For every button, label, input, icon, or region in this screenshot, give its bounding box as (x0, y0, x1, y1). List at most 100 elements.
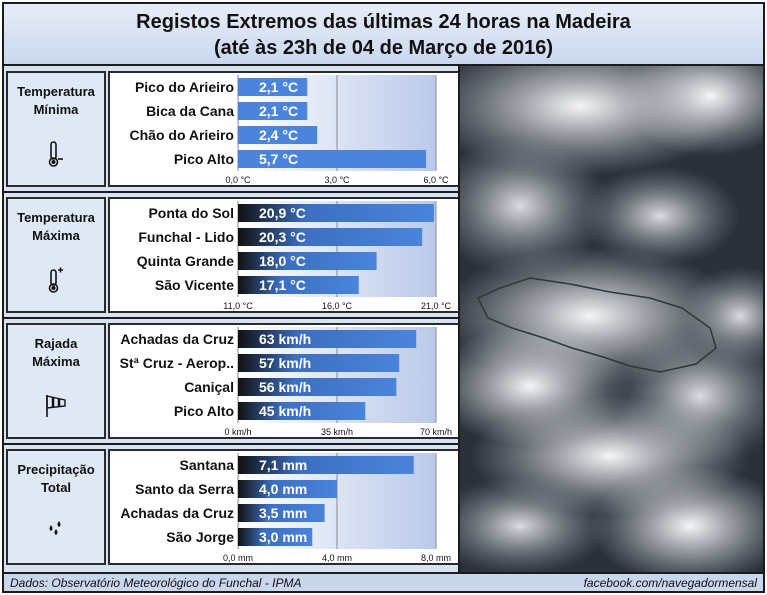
bar-value-label: 3,0 mm (259, 529, 307, 545)
panel-label-box: Temperatura Máxima (6, 197, 106, 313)
panel-label: Temperatura Mínima (8, 83, 104, 119)
bar-value-label: 3,5 mm (259, 505, 307, 521)
bar-value-label: 2,4 °C (259, 127, 298, 143)
facebook-link[interactable]: facebook.com/navegadormensal (583, 576, 757, 590)
panel-label-line-2: Máxima (32, 228, 80, 243)
panel-1: Temperatura Mínima 0,0 °C 3,0 °C 6,0 °C Pico … (4, 68, 458, 190)
category-label: Bica da Cana (146, 103, 234, 119)
bar (238, 480, 337, 498)
bar-value-label: 63 km/h (259, 331, 311, 347)
bar-chart-svg: 11,0 °C 16,0 °C 21,0 °C Ponta do Sol 20,9 °C… (137, 201, 452, 311)
panel-label-box: Precipitação Total (6, 449, 106, 565)
panel-label-line-2: Total (40, 480, 72, 495)
bar (238, 330, 417, 348)
tick-label: 6,0 °C (423, 175, 449, 185)
panel-label: Rajada Máxima (8, 335, 104, 371)
satellite-cloud-picture (460, 66, 763, 572)
category-label: Achadas da Cruz (120, 505, 234, 521)
bar-chart-3: 0 km/h 35 km/h 70 km/h Achadas da Cruz 63 km… (108, 323, 458, 439)
panel-separator (4, 317, 458, 319)
bar (238, 378, 397, 396)
bar-chart-4: 0,0 mm 4,0 mm 8,0 mm Santana 7,1 mm Santo da … (108, 449, 458, 565)
thermometer-minus-icon (8, 139, 104, 174)
bar-chart-2: 11,0 °C 16,0 °C 21,0 °C Ponta do Sol 20,9 °C… (108, 197, 458, 313)
category-label: Quinta Grande (137, 253, 234, 269)
category-label: São Vicente (155, 277, 234, 293)
bar (238, 102, 308, 120)
footer-bar: Dados: Observatório Meteorológico do Fun… (4, 572, 763, 591)
bar-chart-1: 0,0 °C 3,0 °C 6,0 °C Pico do Arieiro 2,1 °C B… (108, 71, 458, 187)
bar-value-label: 2,1 °C (259, 103, 298, 119)
bar-value-label: 45 km/h (259, 403, 311, 419)
bar (238, 528, 313, 546)
bar-value-label: 18,0 °C (259, 253, 306, 269)
data-source: Dados: Observatório Meteorológico do Fun… (10, 576, 302, 590)
bar (238, 150, 427, 168)
tick-label: 0,0 mm (223, 553, 253, 563)
bar-chart-svg: 0,0 mm 4,0 mm 8,0 mm Santana 7,1 mm Santo da … (120, 453, 451, 563)
tick-label: 3,0 °C (324, 175, 350, 185)
category-label: Caniçal (184, 379, 234, 395)
panel-label-line-2: Mínima (33, 102, 79, 117)
bar (238, 402, 366, 420)
tick-label: 0 km/h (224, 427, 251, 437)
panel-label-line-1: Rajada (34, 336, 78, 351)
tick-label: 16,0 °C (322, 301, 353, 311)
satellite-image (458, 66, 763, 572)
panel-label-line-1: Temperatura (17, 84, 95, 99)
bar (238, 504, 325, 522)
panel-label: Precipitação Total (8, 461, 104, 497)
bar-chart-svg: 0,0 °C 3,0 °C 6,0 °C Pico do Arieiro 2,1 °C B… (130, 75, 449, 185)
bar-value-label: 20,3 °C (259, 229, 306, 245)
panel-3: Rajada Máxima 0 km/h 35 km/h 70 km/h Achadas … (4, 320, 458, 442)
bar-value-label: 57 km/h (259, 355, 311, 371)
panel-2: Temperatura Máxima 11,0 °C 16,0 °C 21,0 °C Po… (4, 194, 458, 316)
panel-label-line-2: Máxima (32, 354, 80, 369)
tick-label: 35 km/h (321, 427, 353, 437)
title-banner: Registos Extremos das últimas 24 horas n… (4, 4, 763, 66)
bar (238, 78, 308, 96)
category-label: Chão do Arieiro (130, 127, 235, 143)
bar-value-label: 4,0 mm (259, 481, 307, 497)
bar-value-label: 20,9 °C (259, 205, 306, 221)
category-label: Funchal - Lido (138, 229, 234, 245)
category-label: Pico Alto (174, 151, 234, 167)
panel-4: Precipitação Total 0,0 mm 4,0 mm 8,0 mm Santa… (4, 446, 458, 568)
bar-value-label: 17,1 °C (259, 277, 306, 293)
bar-value-label: 56 km/h (259, 379, 311, 395)
bar-value-label: 5,7 °C (259, 151, 298, 167)
panel-label: Temperatura Máxima (8, 209, 104, 245)
tick-label: 11,0 °C (223, 301, 253, 311)
bar-value-label: 2,1 °C (259, 79, 298, 95)
panel-label-box: Temperatura Mínima (6, 71, 106, 187)
raindrops-icon (8, 517, 104, 544)
windsock-icon (8, 391, 104, 424)
tick-label: 0,0 °C (225, 175, 251, 185)
title-line-1: Registos Extremos das últimas 24 horas n… (136, 11, 631, 33)
panel-label-line-1: Temperatura (17, 210, 95, 225)
category-label: Santana (180, 457, 235, 473)
category-label: Ponta do Sol (148, 205, 234, 221)
madeira-outline (476, 277, 717, 373)
tick-label: 70 km/h (420, 427, 452, 437)
tick-label: 8,0 mm (421, 553, 451, 563)
category-label: Pico Alto (174, 403, 234, 419)
bar (238, 456, 414, 474)
bar (238, 204, 435, 222)
category-label: Pico do Arieiro (135, 79, 234, 95)
title-line-2: (até às 23h de 04 de Março de 2016) (213, 37, 554, 59)
category-label: Santo da Serra (135, 481, 234, 497)
bar (238, 354, 400, 372)
panel-label-line-1: Precipitação (17, 462, 95, 477)
bar-value-label: 7,1 mm (259, 457, 307, 473)
bar (238, 252, 377, 270)
thermometer-plus-icon (8, 265, 104, 300)
bar (238, 276, 359, 294)
panel-separator (4, 191, 458, 193)
bar-chart-svg: 0 km/h 35 km/h 70 km/h Achadas da Cruz 63 km… (120, 327, 452, 437)
bar (238, 228, 423, 246)
tick-label: 4,0 mm (322, 553, 352, 563)
category-label: Achadas da Cruz (120, 331, 234, 347)
bar (238, 126, 318, 144)
